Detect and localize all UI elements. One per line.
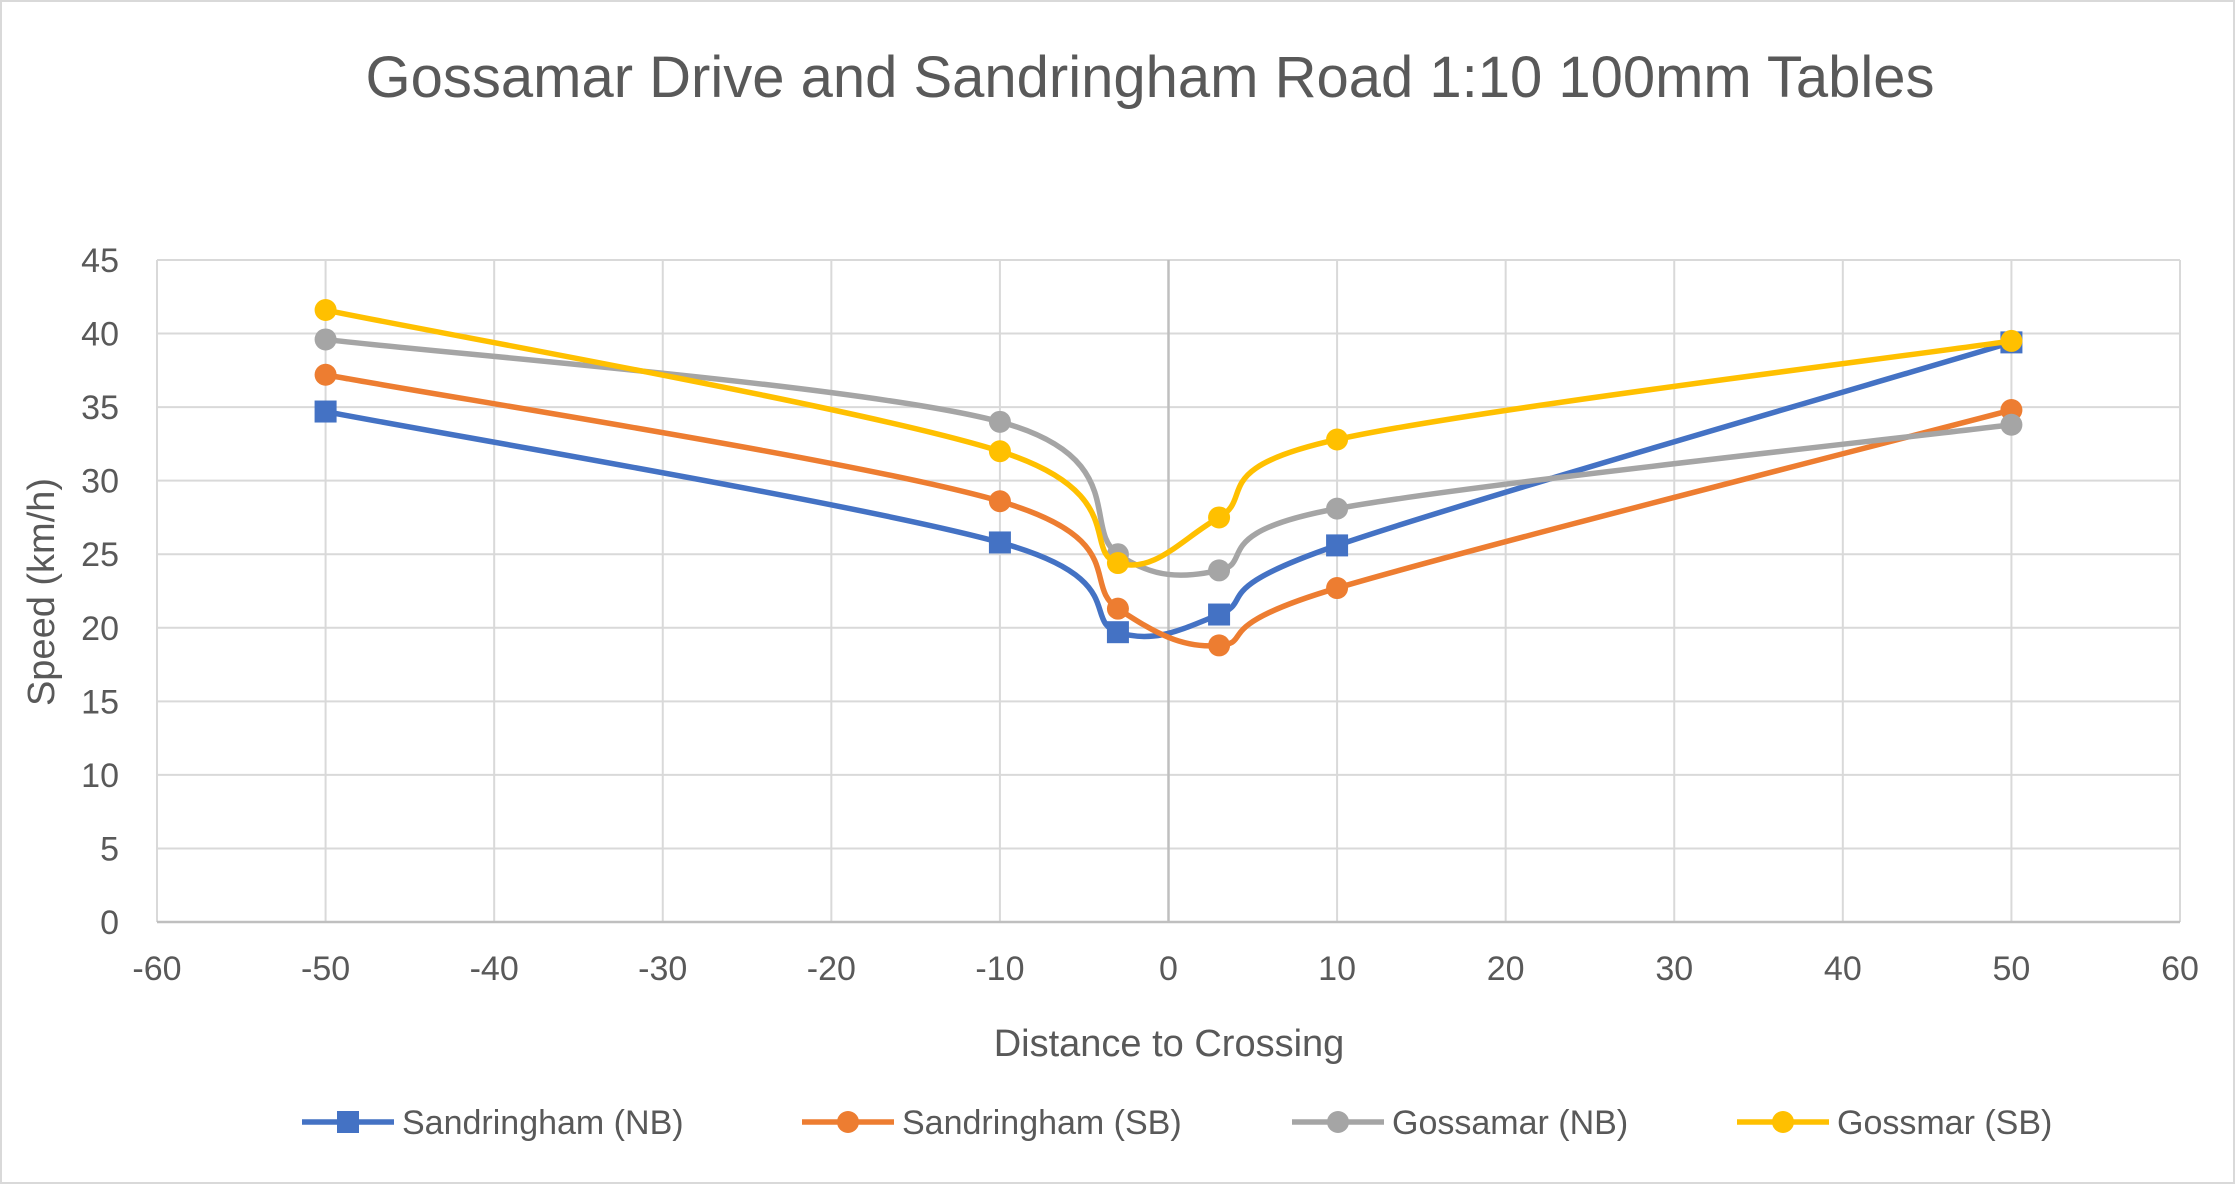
data-point bbox=[2000, 414, 2022, 436]
tick-labels: 0 5 10 15 20 25 30 35 40 45 -60 -50 -40 -30 -20 -10 0 10 2… bbox=[81, 242, 2199, 988]
data-point bbox=[315, 364, 337, 386]
y-tick-label: 45 bbox=[81, 242, 119, 280]
y-tick-label: 35 bbox=[81, 389, 119, 427]
x-tick-label: -50 bbox=[301, 950, 350, 988]
legend-swatch-marker bbox=[1327, 1111, 1349, 1133]
y-tick-label: 25 bbox=[81, 536, 119, 574]
data-point bbox=[315, 299, 337, 321]
legend-label: Sandringham (NB) bbox=[402, 1104, 684, 1142]
line-chart: Gossamar Drive and Sandringham Road 1:10… bbox=[2, 2, 2235, 1186]
x-tick-label: -30 bbox=[638, 950, 687, 988]
data-point bbox=[1208, 506, 1230, 528]
data-point bbox=[989, 440, 1011, 462]
y-tick-label: 0 bbox=[100, 904, 119, 942]
data-point bbox=[1107, 552, 1129, 574]
data-point bbox=[989, 411, 1011, 433]
y-tick-label: 15 bbox=[81, 683, 119, 721]
data-point bbox=[1208, 559, 1230, 581]
data-point bbox=[1326, 534, 1348, 556]
x-tick-label: -20 bbox=[807, 950, 856, 988]
legend-item: Gossamar (NB) bbox=[1292, 1104, 1628, 1142]
data-point bbox=[1107, 621, 1129, 643]
data-point bbox=[1208, 634, 1230, 656]
data-point bbox=[989, 490, 1011, 512]
x-tick-label: 40 bbox=[1824, 950, 1862, 988]
legend: Sandringham (NB) Sandringham (SB) Gossamar… bbox=[302, 1104, 2052, 1142]
data-point bbox=[315, 401, 337, 423]
data-point bbox=[1208, 604, 1230, 626]
legend-swatch-marker bbox=[337, 1111, 359, 1133]
x-tick-label: -40 bbox=[470, 950, 519, 988]
data-point bbox=[1326, 498, 1348, 520]
data-point bbox=[989, 531, 1011, 553]
legend-label: Gossamar (NB) bbox=[1392, 1104, 1628, 1142]
x-tick-label: 0 bbox=[1159, 950, 1178, 988]
x-tick-label: 30 bbox=[1655, 950, 1693, 988]
x-tick-label: -60 bbox=[132, 950, 181, 988]
legend-item: Sandringham (SB) bbox=[802, 1104, 1182, 1142]
x-tick-label: 60 bbox=[2161, 950, 2199, 988]
y-tick-label: 5 bbox=[100, 830, 119, 868]
chart-container: Gossamar Drive and Sandringham Road 1:10… bbox=[0, 0, 2235, 1184]
x-tick-label: 10 bbox=[1318, 950, 1356, 988]
legend-swatch-marker bbox=[1772, 1111, 1794, 1133]
data-point bbox=[1107, 598, 1129, 620]
x-tick-label: -10 bbox=[975, 950, 1024, 988]
x-axis-title: Distance to Crossing bbox=[994, 1023, 1345, 1065]
y-axis-title: Speed (km/h) bbox=[21, 478, 63, 706]
x-tick-label: 20 bbox=[1487, 950, 1525, 988]
y-tick-label: 40 bbox=[81, 316, 119, 354]
y-tick-label: 10 bbox=[81, 757, 119, 795]
data-point bbox=[2000, 330, 2022, 352]
legend-item: Gossmar (SB) bbox=[1737, 1104, 2052, 1142]
x-tick-label: 50 bbox=[1993, 950, 2031, 988]
legend-label: Sandringham (SB) bbox=[902, 1104, 1182, 1142]
chart-title: Gossamar Drive and Sandringham Road 1:10… bbox=[366, 45, 1935, 110]
legend-label: Gossmar (SB) bbox=[1837, 1104, 2052, 1142]
data-point bbox=[1326, 428, 1348, 450]
y-tick-label: 30 bbox=[81, 463, 119, 501]
data-point bbox=[315, 328, 337, 350]
y-tick-label: 20 bbox=[81, 610, 119, 648]
legend-swatch-marker bbox=[837, 1111, 859, 1133]
legend-item: Sandringham (NB) bbox=[302, 1104, 684, 1142]
data-point bbox=[1326, 577, 1348, 599]
